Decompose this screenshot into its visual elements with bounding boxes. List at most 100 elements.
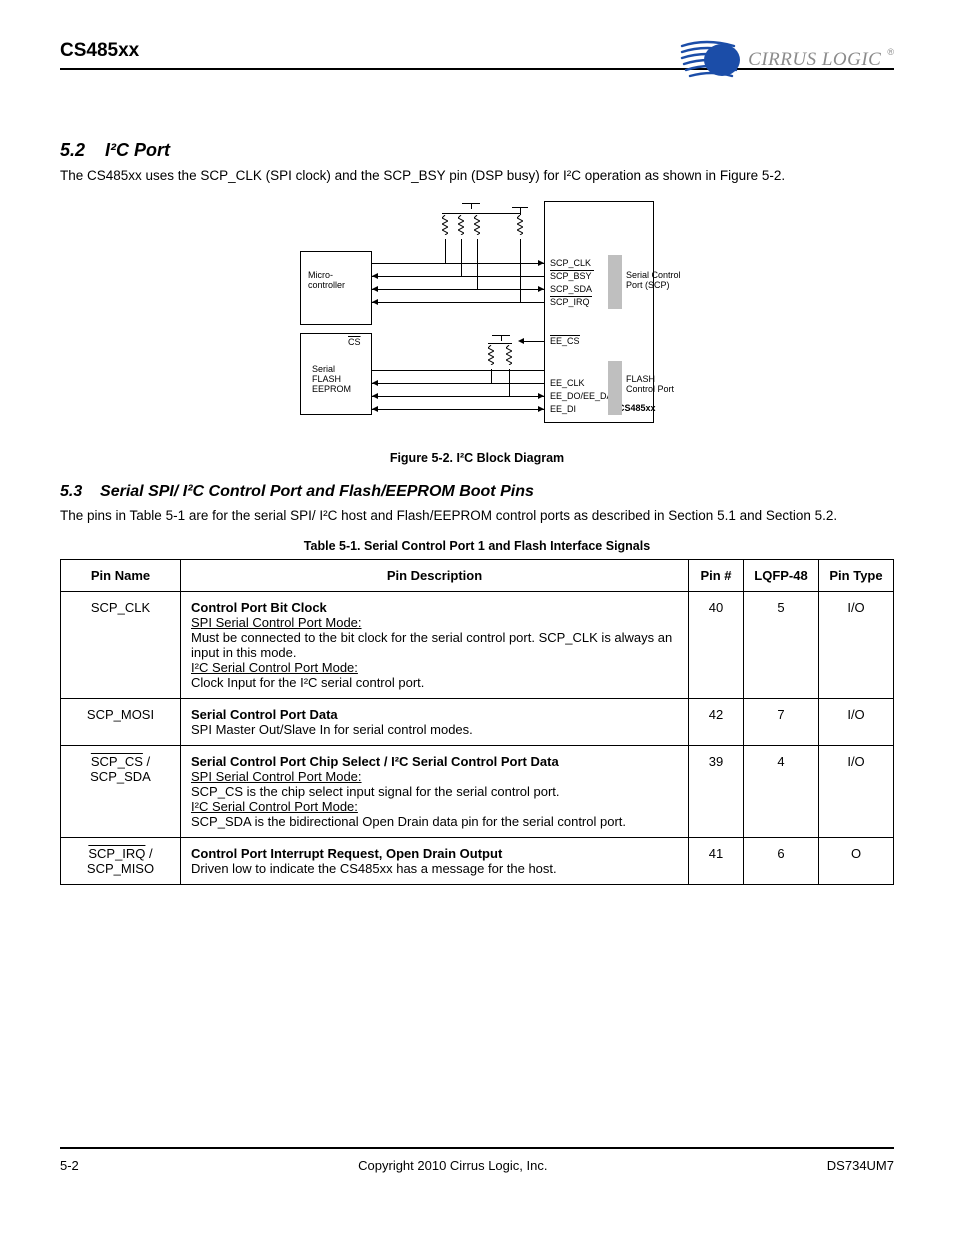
arrow-icon xyxy=(518,338,524,344)
section-5.3-heading: 5.3 Serial SPI/ I²C Control Port and Fla… xyxy=(60,483,894,501)
pins-table: Pin Name Pin Description Pin # LQFP-48 P… xyxy=(60,559,894,885)
desc-mode: SPI Serial Control Port Mode: xyxy=(191,615,362,630)
desc-mode: SPI Serial Control Port Mode: xyxy=(191,769,362,784)
resistor-icon xyxy=(517,215,523,235)
cell-desc: Control Port Interrupt Request, Open Dra… xyxy=(181,838,689,885)
col-pinnum: Pin # xyxy=(689,560,744,592)
page-header: CS485xx CIRRUS LOGIC ® xyxy=(60,40,894,124)
cell-desc: Serial Control Port Chip Select / I²C Se… xyxy=(181,746,689,838)
section-number: 5.3 xyxy=(60,483,82,500)
arrow-icon xyxy=(538,393,544,399)
cell-lqfp: 4 xyxy=(744,746,819,838)
section-title: I²C Port xyxy=(105,140,170,160)
wire-eeda xyxy=(372,396,544,397)
table-row: SCP_CLK Control Port Bit Clock SPI Seria… xyxy=(61,592,894,699)
cell-lqfp: 5 xyxy=(744,592,819,699)
scp-group-label: Serial ControlPort (SCP) xyxy=(626,271,681,291)
wire xyxy=(477,239,478,289)
wire xyxy=(445,239,446,263)
overline xyxy=(550,270,594,271)
resistor-icon xyxy=(488,345,494,365)
wire xyxy=(520,239,521,302)
scp-bsy-label: SCP_BSY xyxy=(550,271,592,281)
section-5.2-heading: 5.2 I²C Port xyxy=(60,140,894,161)
cell-lqfp: 6 xyxy=(744,838,819,885)
table-row: SCP_IRQ /SCP_MISO Control Port Interrupt… xyxy=(61,838,894,885)
scp-irq-label: SCP_IRQ xyxy=(550,297,590,307)
section-5.2-text: The CS485xx uses the SCP_CLK (SPI clock)… xyxy=(60,167,894,185)
cell-type: O xyxy=(819,838,894,885)
table-head: Pin Name Pin Description Pin # LQFP-48 P… xyxy=(61,560,894,592)
desc-sub: SPI Master Out/Slave In for serial contr… xyxy=(191,722,473,737)
section-5.3-text: The pins in Table 5-1 are for the serial… xyxy=(60,507,894,525)
arrow-icon xyxy=(372,299,378,305)
overline xyxy=(550,335,580,336)
section-title: Serial SPI/ I²C Control Port and Flash/E… xyxy=(100,483,534,500)
wire-scpbsy xyxy=(372,276,544,277)
cell-pin: SCP_CS /SCP_SDA xyxy=(61,746,181,838)
arrow-icon xyxy=(372,406,378,412)
cell-type: I/O xyxy=(819,746,894,838)
arrow-icon xyxy=(538,260,544,266)
wire xyxy=(501,213,521,214)
section-number: 5.2 xyxy=(60,140,85,160)
scp-clk-label: SCP_CLK xyxy=(550,258,591,268)
figure-5-2: CS485xx Micro-controller SerialFLASHEEPR… xyxy=(292,193,662,443)
resistor-icon xyxy=(506,345,512,365)
cell-type: I/O xyxy=(819,592,894,699)
dsp-label: CS485xx xyxy=(618,403,656,413)
ee-di-label: EE_DI xyxy=(550,404,576,414)
resistor-icon xyxy=(474,215,480,235)
swirl-icon xyxy=(678,40,742,80)
arrow-icon xyxy=(372,393,378,399)
flash-label: SerialFLASHEEPROM xyxy=(312,365,351,395)
ee-cs-label: EE_CS xyxy=(550,336,580,346)
vcc-top2-icon xyxy=(512,207,528,208)
table-caption: Table 5-1. Serial Control Port 1 and Fla… xyxy=(60,539,894,553)
wire-eeclk xyxy=(372,383,544,384)
desc-title: Serial Control Port Data xyxy=(191,707,338,722)
cell-num: 42 xyxy=(689,699,744,746)
page: CS485xx CIRRUS LOGIC ® 5.2 I²C Port The xyxy=(0,0,954,1235)
cell-type: I/O xyxy=(819,699,894,746)
flash-group-label: FLASHControl Port xyxy=(626,375,674,395)
footer-copyright: Copyright 2010 Cirrus Logic, Inc. xyxy=(358,1158,547,1173)
desc-title: Control Port Interrupt Request, Open Dra… xyxy=(191,846,502,861)
brand-text: CIRRUS LOGIC xyxy=(748,49,881,71)
cell-num: 40 xyxy=(689,592,744,699)
desc-title: Serial Control Port Chip Select / I²C Se… xyxy=(191,754,559,769)
wire-eecs xyxy=(522,341,544,342)
page-footer: 5-2 Copyright 2010 Cirrus Logic, Inc. DS… xyxy=(60,1158,894,1173)
vcc-ee-icon xyxy=(492,335,510,336)
cell-num: 39 xyxy=(689,746,744,838)
cell-pin: SCP_IRQ /SCP_MISO xyxy=(61,838,181,885)
table-row: SCP_CS /SCP_SDA Serial Control Port Chip… xyxy=(61,746,894,838)
flash-cs-label: CS xyxy=(348,337,361,347)
wire xyxy=(442,213,502,214)
reg-mark: ® xyxy=(887,47,894,57)
col-pinname: Pin Name xyxy=(61,560,181,592)
cell-pin: SCP_MOSI xyxy=(61,699,181,746)
micro-label: Micro-controller xyxy=(308,271,345,291)
arrow-icon xyxy=(372,273,378,279)
wire-eedi xyxy=(372,409,544,410)
cell-desc: Control Port Bit Clock SPI Serial Contro… xyxy=(181,592,689,699)
cell-pin: SCP_CLK xyxy=(61,592,181,699)
resistor-icon xyxy=(442,215,448,235)
arrow-icon xyxy=(538,406,544,412)
footer-rule xyxy=(60,1147,894,1149)
figure-caption: Figure 5-2. I²C Block Diagram xyxy=(60,451,894,465)
flash-group-bar xyxy=(608,361,622,415)
overline xyxy=(550,296,592,297)
wire-scpsda xyxy=(372,289,544,290)
cell-lqfp: 7 xyxy=(744,699,819,746)
col-desc: Pin Description xyxy=(181,560,689,592)
brand-logo: CIRRUS LOGIC ® xyxy=(678,40,894,80)
arrow-icon xyxy=(372,380,378,386)
ee-clk-label: EE_CLK xyxy=(550,378,585,388)
desc-mode: I²C Serial Control Port Mode: xyxy=(191,660,358,675)
scp-sda-label: SCP_SDA xyxy=(550,284,592,294)
col-type: Pin Type xyxy=(819,560,894,592)
wire xyxy=(491,369,492,383)
desc-mode: I²C Serial Control Port Mode: xyxy=(191,799,358,814)
